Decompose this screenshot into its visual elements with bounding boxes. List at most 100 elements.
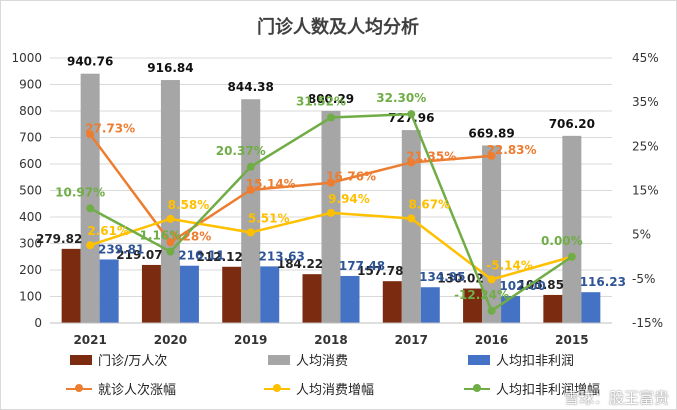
watermark: 雪球：股王富贵 — [563, 389, 669, 407]
legend-row-2: 就诊人次涨幅 人均消费增幅 人均扣非利润增幅 — [0, 379, 677, 398]
line-label-2-2015: 0.00% — [541, 234, 583, 248]
bar-2-2018 — [340, 275, 360, 323]
point-2-2020 — [166, 247, 175, 256]
line-label-1-2017: 8.67% — [408, 197, 450, 211]
line-label-1-2018: 9.94% — [328, 192, 370, 206]
bar-label-1-2015: 706.20 — [549, 117, 595, 131]
point-0-2017 — [407, 158, 416, 167]
line-label-0-2018: 16.76% — [326, 170, 376, 184]
line-label-2-2017: 32.30% — [376, 91, 426, 105]
line-label-0-2021: 27.73% — [85, 121, 135, 135]
x-tick-2020: 2020 — [154, 333, 187, 347]
point-1-2019 — [246, 228, 255, 237]
legend-label-profit: 人均扣非利润 — [496, 354, 575, 369]
right-tick-0: -15% — [632, 316, 663, 330]
legend-spend-growth: 人均消费增幅 — [264, 379, 374, 398]
bar-label-1-2020: 916.84 — [147, 61, 193, 75]
bar-0-2015 — [543, 294, 563, 323]
legend-spend: 人均消费 — [268, 350, 348, 369]
right-tick-4: 25% — [632, 139, 659, 153]
legend-swatch-profit-growth — [464, 384, 490, 392]
bar-1-2015 — [562, 135, 582, 323]
bar-2-2019 — [260, 266, 280, 323]
left-tick-8: 800 — [19, 104, 42, 118]
bar-label-0-2015: 105.85 — [518, 278, 564, 292]
bar-label-2-2015: 116.23 — [580, 275, 626, 289]
legend-visit-growth: 就诊人次涨幅 — [66, 379, 176, 398]
line-label-0-2019: 15.14% — [246, 177, 296, 191]
x-axis: 2021 2020 2019 2018 2017 2016 2015 — [50, 322, 612, 347]
point-2-2015 — [567, 252, 576, 261]
bar-label-1-2016: 669.89 — [468, 126, 514, 140]
point-2-2016 — [487, 306, 496, 315]
bar-label-0-2019: 212.12 — [197, 250, 243, 264]
point-1-2021 — [86, 241, 95, 250]
left-tick-9: 900 — [19, 78, 42, 92]
right-tick-5: 35% — [632, 95, 659, 109]
bar-label-0-2021: 279.82 — [36, 232, 82, 246]
bar-label-2-2020: 216.11 — [178, 249, 224, 263]
x-tick-2021: 2021 — [73, 333, 106, 347]
line-label-1-2020: 8.58% — [168, 198, 210, 212]
bar-1-2021 — [80, 73, 100, 323]
bar-label-2-2019: 213.63 — [259, 249, 305, 263]
bar-label-1-2021: 940.76 — [67, 55, 113, 69]
bar-0-2016 — [463, 288, 483, 323]
line-label-1-2016: -5.14% — [486, 258, 533, 272]
point-1-2017 — [407, 214, 416, 223]
legend-swatch-profit — [468, 354, 490, 365]
x-tick-2019: 2019 — [234, 333, 267, 347]
x-tick-2018: 2018 — [314, 333, 347, 347]
legend-swatch-visit-growth — [66, 384, 92, 392]
legend-label-spend-growth: 人均消费增幅 — [296, 383, 375, 398]
point-0-2020 — [166, 238, 175, 247]
legend-label-visits: 门诊/万人次 — [98, 354, 168, 369]
line-label-2-2019: 20.37% — [216, 144, 266, 158]
bar-label-1-2018: 800.29 — [308, 92, 354, 106]
bar-label-2-2017: 134.95 — [419, 270, 465, 284]
left-tick-6: 600 — [19, 157, 42, 171]
line-label-2-2021: 10.97% — [55, 185, 105, 199]
left-tick-10: 1000 — [11, 51, 42, 65]
bar-1-2020 — [160, 80, 180, 323]
left-tick-2: 200 — [19, 263, 42, 277]
point-0-2021 — [86, 130, 95, 139]
bar-label-0-2017: 157.78 — [357, 264, 403, 278]
x-tick-2015: 2015 — [555, 333, 588, 347]
point-2-2017 — [407, 110, 416, 119]
legend-label-visit-growth: 就诊人次涨幅 — [98, 383, 177, 398]
point-2-2018 — [327, 113, 335, 122]
bar-2-2021 — [99, 259, 119, 323]
legend-profit: 人均扣非利润 — [468, 350, 574, 369]
bar-label-2-2021: 239.81 — [98, 242, 144, 256]
bar-1-2017 — [401, 130, 421, 323]
line-label-0-2017: 21.35% — [406, 149, 456, 163]
point-2-2021 — [86, 204, 95, 213]
point-0-2018 — [327, 178, 335, 187]
left-tick-0: 0 — [34, 316, 42, 330]
bar-1-2019 — [241, 99, 261, 323]
bar-2-2020 — [179, 265, 199, 323]
left-tick-7: 700 — [19, 131, 42, 145]
point-1-2020 — [166, 214, 175, 223]
point-1-2016 — [487, 275, 496, 284]
right-tick-3: 15% — [632, 184, 659, 198]
legend-row-1: 门诊/万人次 人均消费 人均扣非利润 — [0, 350, 677, 369]
legend-label-profit-growth: 人均扣非利润增幅 — [496, 383, 601, 398]
bars — [61, 73, 601, 323]
line-label-2-2020: 1.16% — [140, 229, 182, 243]
line-label-2-2018: 31.52% — [296, 95, 346, 109]
right-tick-6: 45% — [632, 51, 659, 65]
left-tick-1: 100 — [19, 290, 42, 304]
line-labels: 27.73% 3.28% 15.14% 16.76% 21.35% 22.83% 2.61%… — [55, 91, 583, 302]
x-tick-2016: 2016 — [475, 333, 508, 347]
bar-0-2017 — [382, 281, 402, 323]
bar-label-2-2018: 177.48 — [339, 259, 385, 273]
bar-label-0-2016: 130.02 — [437, 272, 483, 286]
point-1-2018 — [327, 208, 335, 217]
lines — [86, 110, 576, 315]
line-label-2-2016: -12.24% — [454, 288, 509, 302]
legend-label-spend: 人均消费 — [296, 354, 349, 369]
line-label-0-2020: 3.28% — [170, 229, 212, 243]
line-label-0-2016: 22.83% — [487, 143, 537, 157]
